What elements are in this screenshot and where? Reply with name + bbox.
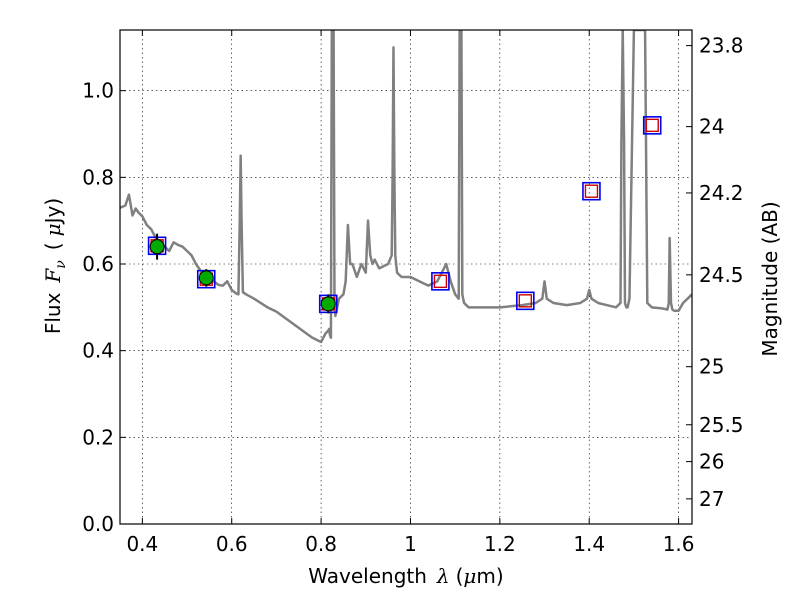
x-tick-label: 1.2 <box>484 532 516 556</box>
y2-axis-label: Magnitude (AB) <box>758 201 782 356</box>
axis-ticks: 0.4 0.6 0.8 1 1.2 1.4 1.6 0.0 0.2 0.4 0.6 0.8 1.0 23.… <box>82 30 744 556</box>
x-tick-label: 1 <box>404 532 417 556</box>
model-spectrum-line <box>120 30 692 344</box>
x-tick-label: 0.6 <box>216 532 248 556</box>
x-tick-label: 0.4 <box>126 532 158 556</box>
y-tick-label: 0.4 <box>82 339 114 363</box>
model-flux-red-square <box>584 184 599 198</box>
y2-tick-label: 27 <box>699 487 724 511</box>
model-flux-blue-square <box>431 272 450 291</box>
y2-tick-label: 23.8 <box>699 34 744 58</box>
y-tick-label: 0.8 <box>82 165 114 189</box>
model-flux-red-square <box>645 118 659 133</box>
y2-tick-label: 25.5 <box>699 413 744 437</box>
y-axis-label: FluxFν(μJy) <box>41 198 69 334</box>
y2-tick-label: 24.5 <box>699 263 744 287</box>
y-tick-label: 0.6 <box>82 252 114 276</box>
y2-tick-label: 25 <box>699 355 724 379</box>
y-tick-label: 1.0 <box>82 79 114 103</box>
model-flux-red-square <box>433 274 448 289</box>
y-tick-label: 0.0 <box>82 512 114 536</box>
model-flux-blue-square <box>642 116 662 135</box>
plot-frame <box>119 29 693 525</box>
x-tick-label: 1.6 <box>663 532 695 556</box>
observed-point <box>149 239 165 255</box>
x-axis-label: Wavelength λ (μm) <box>308 564 503 588</box>
photometry-markers <box>147 116 662 314</box>
model-flux-red-square <box>518 294 533 308</box>
observed-point <box>320 296 336 312</box>
model-flux-blue-square <box>516 291 535 311</box>
y2-tick-label: 24 <box>699 115 724 139</box>
y2-tick-label: 24.2 <box>699 181 744 205</box>
y2-tick-label: 26 <box>699 450 724 474</box>
y-tick-label: 0.2 <box>82 425 114 449</box>
observed-point <box>198 270 214 286</box>
x-tick-label: 1.4 <box>573 532 605 556</box>
x-tick-label: 0.8 <box>305 532 337 556</box>
model-flux-blue-square <box>582 181 601 201</box>
